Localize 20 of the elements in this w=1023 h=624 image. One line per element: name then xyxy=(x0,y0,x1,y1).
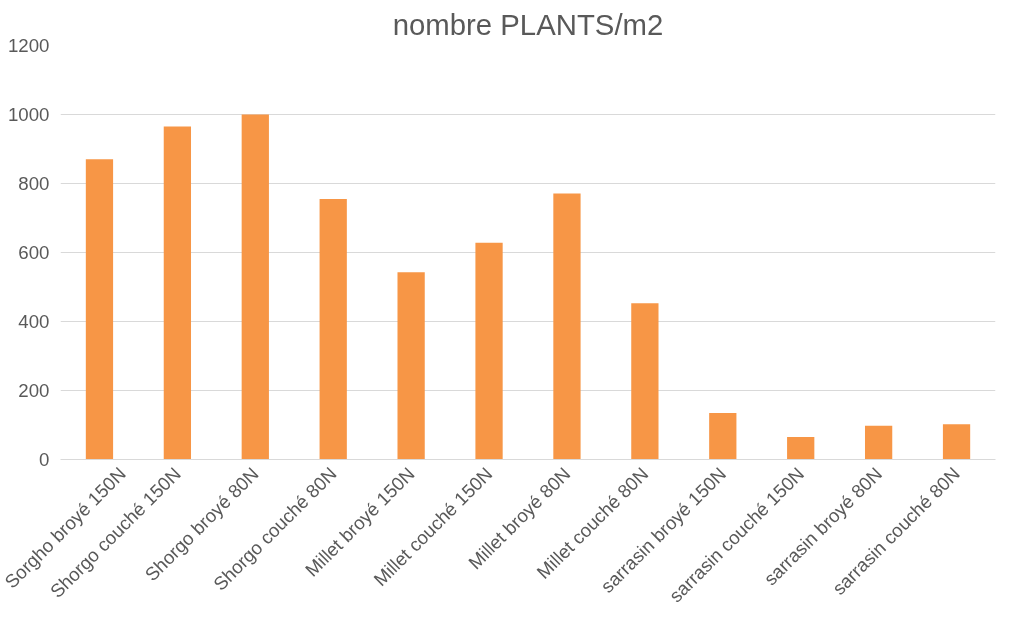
y-tick-label: 1000 xyxy=(8,104,50,125)
bar xyxy=(241,114,269,460)
y-tick-label: 400 xyxy=(18,311,50,332)
y-tick-label: 200 xyxy=(18,380,50,401)
y-tick-label: 800 xyxy=(18,173,50,194)
bar xyxy=(163,126,192,460)
bar xyxy=(397,272,425,460)
y-tick-label: 1200 xyxy=(8,35,50,56)
y-tick-label: 600 xyxy=(18,242,50,263)
bar xyxy=(631,303,659,460)
bar xyxy=(85,159,114,460)
bar xyxy=(475,242,503,460)
chart-title: nombre PLANTS/m2 xyxy=(392,7,664,41)
bar xyxy=(864,425,893,460)
bar xyxy=(319,199,347,460)
bar xyxy=(709,412,737,460)
y-tick-label: 0 xyxy=(39,449,50,470)
bar xyxy=(787,437,815,460)
bar xyxy=(553,193,581,460)
bar xyxy=(942,424,971,460)
